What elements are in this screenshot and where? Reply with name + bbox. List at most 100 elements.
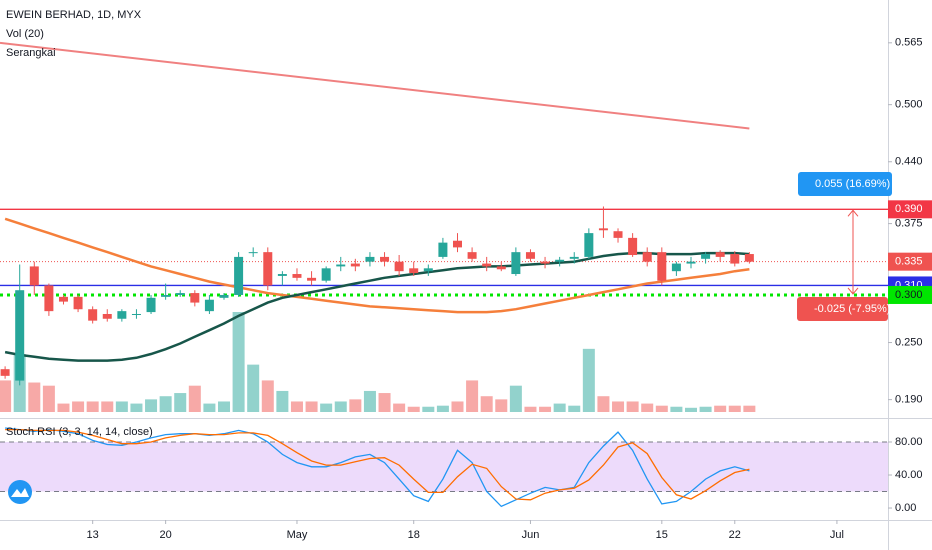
volume-bar xyxy=(597,396,610,412)
y-tick-label: 0.565 xyxy=(895,37,923,49)
candle-body xyxy=(569,256,579,259)
candle-body xyxy=(496,266,506,270)
candle-body xyxy=(336,264,346,267)
candle-body xyxy=(686,261,696,264)
trend-line xyxy=(0,41,750,130)
candle-body xyxy=(657,252,667,281)
x-tick-label: 20 xyxy=(160,529,172,541)
y-tick-label: 0.375 xyxy=(895,218,923,230)
y-tick-label: 40.00 xyxy=(895,469,923,481)
measure-label: -0.025 (-7.95%) xyxy=(814,303,890,315)
volume-bar xyxy=(378,393,391,412)
candle-body xyxy=(321,268,331,281)
study-label: Serangkai xyxy=(6,47,56,59)
y-tick-label: 0.250 xyxy=(895,336,923,348)
price-tag xyxy=(888,252,932,271)
volume-bar xyxy=(714,405,727,412)
candle-body xyxy=(161,294,171,297)
candle-body xyxy=(525,252,535,259)
x-tick-label: 13 xyxy=(87,529,99,541)
x-tick-label: 18 xyxy=(408,529,420,541)
candle-body xyxy=(15,290,25,381)
volume-bar xyxy=(568,405,581,412)
price-tag-label: 0.335 xyxy=(895,256,923,268)
candle-body xyxy=(146,297,156,313)
candle-body xyxy=(73,296,83,310)
candle-body xyxy=(394,261,404,272)
volume-bar xyxy=(451,401,464,412)
candle-body xyxy=(102,313,112,319)
volume-bar xyxy=(72,401,85,412)
candle-body xyxy=(219,294,229,298)
x-tick-label: 15 xyxy=(656,529,668,541)
candle-body xyxy=(438,242,448,257)
price-tag xyxy=(888,200,932,219)
logo-circle xyxy=(8,480,32,504)
candle-body xyxy=(292,274,302,278)
volume-bar xyxy=(684,407,697,412)
candle-body xyxy=(423,268,433,272)
volume-bar xyxy=(115,401,128,412)
candle-body xyxy=(380,256,390,262)
volume-bar xyxy=(334,401,347,412)
x-tick-label: Jul xyxy=(830,529,844,541)
candle-body xyxy=(511,252,521,275)
study-label: Vol (20) xyxy=(6,28,44,40)
logo xyxy=(8,480,32,504)
volume-bar xyxy=(159,396,172,412)
volume-bar xyxy=(626,401,639,412)
price-tag xyxy=(888,285,932,304)
candle-body xyxy=(598,228,608,231)
candle-body xyxy=(263,252,273,286)
volume-bar xyxy=(349,399,362,412)
candle-body xyxy=(555,259,565,262)
x-tick-label: Jun xyxy=(522,529,540,541)
volume-bar xyxy=(276,390,289,412)
volume-bar xyxy=(495,399,508,412)
candle-body xyxy=(88,309,98,321)
range-arrow-head xyxy=(847,209,859,295)
y-tick-label: 0.500 xyxy=(895,99,923,111)
candle-body xyxy=(58,296,68,302)
candle-body xyxy=(540,261,550,264)
chart-title: EWEIN BERHAD, 1D, MYX xyxy=(6,9,142,21)
measure-box xyxy=(797,297,888,321)
indicator-line xyxy=(4,251,750,362)
y-tick-label: 80.00 xyxy=(895,436,923,448)
volume-bar xyxy=(28,382,41,412)
stoch-line xyxy=(5,428,750,501)
volume-bar xyxy=(509,385,522,412)
volume-bar xyxy=(582,348,595,412)
candle-body xyxy=(701,254,711,259)
volume-bar xyxy=(145,399,158,412)
volume-bar xyxy=(320,403,333,412)
y-tick-label: 0.190 xyxy=(895,394,923,406)
volume-bar xyxy=(612,401,625,412)
volume-bar xyxy=(422,406,435,412)
candle-body xyxy=(715,252,725,257)
volume-bar xyxy=(407,406,420,412)
volume-bar xyxy=(641,403,654,412)
candle-body xyxy=(307,277,317,281)
candle-body xyxy=(409,268,419,274)
price-tag-label: 0.300 xyxy=(895,289,923,301)
volume-bar xyxy=(232,312,245,412)
x-tick-label: May xyxy=(287,529,308,541)
volume-bar xyxy=(728,405,741,412)
x-tick-label: 22 xyxy=(729,529,741,541)
volume-bar xyxy=(363,390,376,412)
candle-body xyxy=(671,263,681,272)
candle-body xyxy=(730,254,740,264)
candle-body xyxy=(467,252,477,259)
candle-body xyxy=(452,240,462,248)
candle-body xyxy=(744,254,754,262)
candle-body xyxy=(613,231,623,238)
volume-bar xyxy=(480,396,493,412)
volume-bar xyxy=(553,403,566,412)
candle-body xyxy=(365,256,375,262)
candle-body xyxy=(204,299,214,312)
volume-bar xyxy=(436,405,449,412)
candle-body xyxy=(628,237,638,256)
candle-body xyxy=(29,266,39,286)
